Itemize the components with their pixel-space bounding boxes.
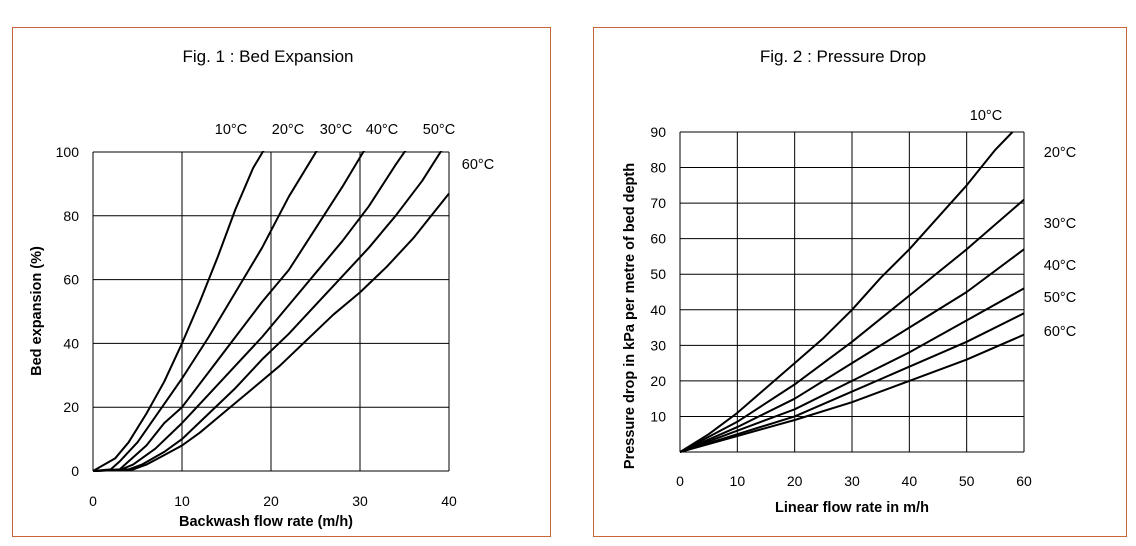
series-label-20c: 20°C xyxy=(272,122,304,138)
x-tick-label: 30 xyxy=(352,493,368,509)
y-tick-label: 20 xyxy=(650,373,666,389)
series-line-50c xyxy=(680,312,1024,453)
series-line-50c xyxy=(93,151,443,472)
y-tick-label: 80 xyxy=(63,208,79,224)
x-tick-label: 30 xyxy=(844,473,860,489)
y-tick-label: 20 xyxy=(63,399,79,415)
series-lines xyxy=(680,131,1024,453)
y-tick-label: 0 xyxy=(71,463,79,479)
x-tick-label: 20 xyxy=(263,493,279,509)
series-label-60c: 60°C xyxy=(1044,324,1076,340)
y-tick-label: 40 xyxy=(63,335,79,351)
series-line-20c xyxy=(93,151,318,472)
y-axis-label: Pressure drop in kPa per metre of bed de… xyxy=(622,163,638,469)
y-tick-label: 60 xyxy=(650,231,666,247)
series-label-20c: 20°C xyxy=(1044,145,1076,161)
x-axis-label: Linear flow rate in m/h xyxy=(775,500,929,516)
series-line-40c xyxy=(93,151,407,472)
series-label-40c: 40°C xyxy=(1044,258,1076,274)
grid xyxy=(679,131,1025,453)
series-line-30c xyxy=(680,248,1024,453)
x-tick-label: 40 xyxy=(902,473,918,489)
y-tick-label: 70 xyxy=(650,195,666,211)
series-line-20c xyxy=(680,198,1024,453)
series-line-40c xyxy=(680,287,1024,453)
series-line-10c xyxy=(93,151,265,472)
x-tick-label: 10 xyxy=(730,473,746,489)
x-tick-label: 0 xyxy=(676,473,684,489)
chart-svg-bed-expansion: Fig. 1 : Bed Expansion 0 10 20 30 40 0 20 40 60… xyxy=(29,47,494,530)
chart-title: Fig. 2 : Pressure Drop xyxy=(760,47,926,66)
series-label-10c: 10°C xyxy=(215,122,247,138)
y-tick-label: 100 xyxy=(56,144,80,160)
x-tick-label: 0 xyxy=(89,493,97,509)
x-axis-label: Backwash flow rate (m/h) xyxy=(179,514,353,530)
grid xyxy=(92,151,450,472)
y-tick-label: 80 xyxy=(650,160,666,176)
x-tick-label: 60 xyxy=(1016,473,1032,489)
x-tick-labels: 0 10 20 30 40 50 60 xyxy=(676,473,1032,489)
series-label-40c: 40°C xyxy=(366,122,398,138)
series-label-30c: 30°C xyxy=(320,122,352,138)
y-tick-labels: 10 20 30 40 50 60 70 80 90 xyxy=(650,124,666,424)
x-tick-label: 20 xyxy=(787,473,803,489)
x-tick-label: 50 xyxy=(959,473,975,489)
series-label-50c: 50°C xyxy=(1044,290,1076,306)
x-tick-label: 40 xyxy=(441,493,457,509)
y-tick-label: 40 xyxy=(650,302,666,318)
chart-panel-bed-expansion: Fig. 1 : Bed Expansion 0 10 20 30 40 0 20 40 60… xyxy=(12,27,551,537)
series-label-30c: 30°C xyxy=(1044,216,1076,232)
y-tick-label: 60 xyxy=(63,272,79,288)
y-tick-label: 30 xyxy=(650,337,666,353)
y-tick-label: 90 xyxy=(650,124,666,140)
y-axis-label: Bed expansion (%) xyxy=(29,246,45,376)
series-label-10c: 10°C xyxy=(970,108,1002,124)
chart-panel-pressure-drop: Fig. 2 : Pressure Drop 0 10 20 30 40 50 60 10 2… xyxy=(593,27,1127,537)
series-line-60c xyxy=(680,333,1024,453)
series-line-30c xyxy=(93,151,366,472)
chart-svg-pressure-drop: Fig. 2 : Pressure Drop 0 10 20 30 40 50 60 10 2… xyxy=(622,47,1076,516)
x-tick-labels: 0 10 20 30 40 xyxy=(89,493,457,509)
series-label-50c: 50°C xyxy=(423,122,455,138)
series-line-60c xyxy=(93,192,449,472)
series-lines xyxy=(93,151,449,472)
y-tick-label: 50 xyxy=(650,266,666,282)
series-line-10c xyxy=(680,131,1014,453)
x-tick-label: 10 xyxy=(174,493,190,509)
chart-title: Fig. 1 : Bed Expansion xyxy=(182,47,353,66)
series-label-60c: 60°C xyxy=(462,157,494,173)
y-tick-labels: 0 20 40 60 80 100 xyxy=(56,144,80,479)
y-tick-label: 10 xyxy=(650,408,666,424)
